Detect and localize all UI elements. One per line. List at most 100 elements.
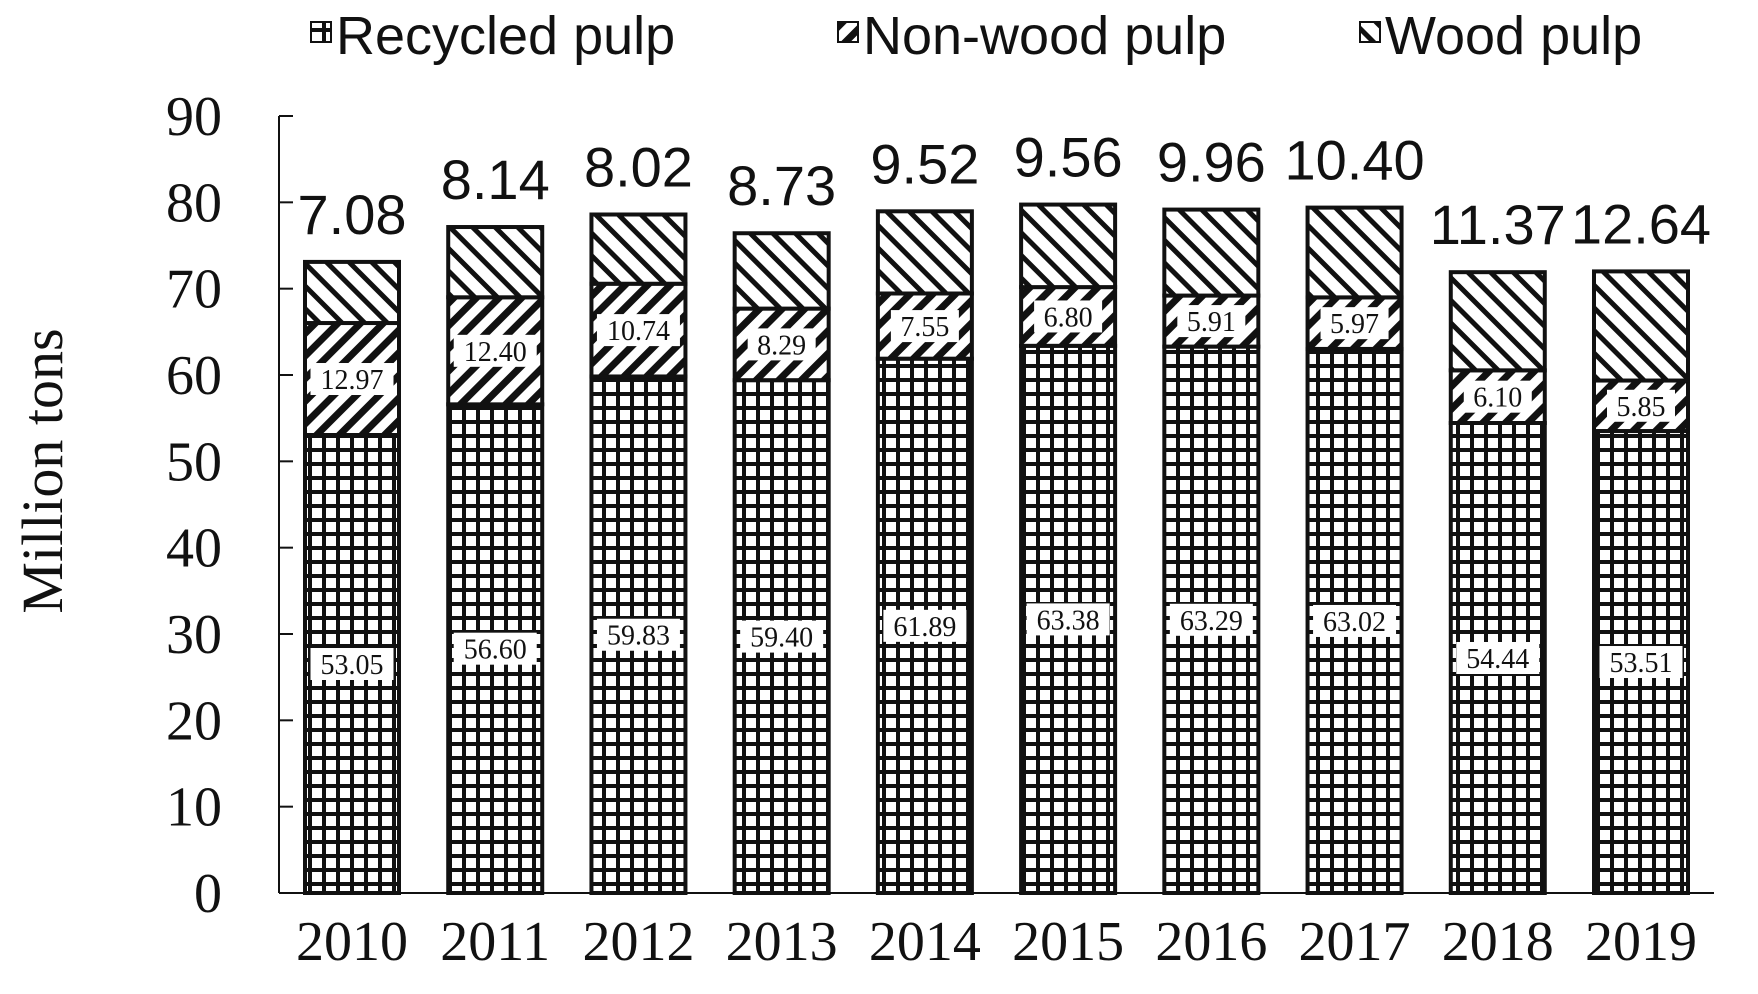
data-label-box (1034, 300, 1103, 333)
legend-item-nonwood: Non-wood pulp (837, 6, 1226, 66)
x-tick-label: 2016 (1155, 911, 1267, 973)
y-tick-label: 10 (166, 777, 222, 839)
bar-2017: 63.02 5.97 10.40 (1284, 129, 1425, 896)
x-tick-label: 2011 (440, 911, 550, 973)
bar-segment-wood (875, 209, 974, 296)
data-label-recycled: 63.29 (1180, 606, 1243, 637)
data-label-wood: 9.96 (1157, 131, 1266, 194)
data-label-nonwood: 10.74 (607, 316, 670, 347)
y-tick-label: 80 (166, 172, 222, 234)
data-label-recycled: 56.60 (464, 635, 527, 666)
data-label-nonwood: 8.29 (757, 330, 806, 361)
x-tick-label: 2010 (296, 911, 408, 973)
data-label-box (1169, 603, 1253, 636)
bar-segment-wood (1592, 269, 1690, 383)
legend-item-recycled: Recycled pulp (310, 6, 675, 66)
data-label-nonwood: 7.55 (900, 312, 949, 343)
y-tick-label: 90 (166, 86, 222, 148)
bar-segment-wood (1305, 205, 1404, 300)
x-tick-label: 2017 (1299, 911, 1411, 973)
legend-item-wood: Wood pulp (1359, 6, 1642, 66)
data-label-nonwood: 6.80 (1044, 302, 1093, 333)
data-label-nonwood: 5.91 (1187, 307, 1236, 338)
data-label-box (1463, 380, 1532, 413)
bar-segment-wood (303, 259, 401, 326)
data-label-wood: 7.08 (298, 183, 407, 246)
data-label-wood: 8.02 (584, 136, 693, 199)
bar-2016: 63.29 5.91 9.96 (1157, 131, 1266, 896)
data-label-box (1320, 307, 1389, 340)
legend: Recycled pulp Non-wood pulp Wood pulp (310, 6, 1642, 66)
data-label-wood: 9.52 (870, 132, 979, 195)
data-label-box (310, 363, 394, 396)
legend-label-recycled: Recycled pulp (336, 6, 675, 66)
data-label-box (1456, 642, 1540, 675)
data-label-box (1177, 305, 1246, 338)
bar-2012: 59.83 10.74 8.02 (584, 136, 693, 895)
y-tick-label: 30 (166, 604, 222, 666)
x-tick-label: 2013 (726, 911, 838, 973)
data-label-wood: 11.37 (1430, 193, 1566, 256)
data-label-box (596, 618, 680, 651)
bar-2010: 53.05 12.97 7.08 (298, 183, 407, 895)
bar-segment-wood (732, 231, 831, 311)
bar-2011: 56.60 12.40 8.14 (441, 148, 550, 895)
data-label-box (747, 328, 816, 361)
x-tick-label: 2015 (1012, 911, 1124, 973)
data-label-box (596, 314, 680, 347)
data-label-box (1313, 604, 1397, 637)
x-tick-label: 2019 (1585, 911, 1697, 973)
legend-swatch-wood (1359, 21, 1381, 43)
bar-2013: 59.40 8.29 8.73 (727, 154, 836, 895)
data-label-wood: 8.73 (727, 154, 836, 217)
data-label-box (453, 334, 537, 367)
bar-segment-wood (1162, 207, 1261, 298)
bar-2018: 54.44 6.10 11.37 (1430, 193, 1566, 895)
data-label-box (453, 632, 537, 665)
bar-2019: 53.51 5.85 12.64 (1571, 192, 1711, 895)
data-label-wood: 12.64 (1571, 192, 1711, 255)
y-tick-label: 50 (166, 431, 222, 493)
data-label-nonwood: 12.97 (321, 365, 384, 396)
data-label-box (1607, 389, 1675, 422)
bar-2014: 61.89 7.55 9.52 (870, 132, 979, 896)
x-tick-label: 2014 (869, 911, 981, 973)
data-label-wood: 8.14 (441, 148, 550, 211)
data-label-nonwood: 12.40 (464, 337, 527, 368)
x-tick-label: 2012 (582, 911, 694, 973)
y-tick-label: 60 (166, 345, 222, 407)
data-label-recycled: 63.38 (1037, 605, 1100, 636)
data-label-box (740, 620, 824, 653)
data-label-recycled: 63.02 (1323, 607, 1386, 638)
data-label-wood: 9.56 (1014, 126, 1123, 189)
x-axis-tick-labels: 2010 2011 2012 2013 2014 2015 2016 2017 2018 2019 (296, 911, 1697, 973)
bar-segment-wood (589, 212, 688, 286)
y-tick-label: 70 (166, 259, 222, 321)
data-label-box (1599, 646, 1683, 679)
data-label-recycled: 53.51 (1610, 648, 1673, 679)
data-label-recycled: 61.89 (893, 612, 956, 643)
y-axis-title: Million tons (10, 328, 75, 613)
data-label-recycled: 59.40 (750, 623, 813, 654)
data-label-nonwood: 6.10 (1473, 383, 1522, 414)
bar-segment-wood (1019, 202, 1118, 290)
data-label-nonwood: 5.97 (1330, 309, 1379, 340)
y-axis-ticks: 0 10 20 30 40 50 60 70 80 90 (166, 86, 293, 925)
data-label-box (310, 648, 394, 681)
legend-label-wood: Wood pulp (1385, 6, 1642, 66)
data-label-box (890, 310, 959, 343)
y-tick-label: 20 (166, 690, 222, 752)
data-label-box (883, 609, 967, 642)
data-label-box (1026, 603, 1110, 636)
data-label-nonwood: 5.85 (1617, 392, 1666, 423)
data-label-wood: 10.40 (1284, 129, 1424, 192)
bar-segment-wood (446, 225, 545, 300)
bars: 53.05 12.97 7.08 56.60 12.40 8.14 59.83 10.74 8.… (298, 126, 1711, 896)
legend-label-nonwood: Non-wood pulp (863, 6, 1226, 66)
data-label-recycled: 53.05 (321, 650, 384, 681)
bar-segment-wood (1448, 270, 1547, 373)
y-tick-label: 0 (194, 863, 222, 925)
bar-2015: 63.38 6.80 9.56 (1014, 126, 1123, 895)
legend-swatch-nonwood (837, 21, 859, 43)
